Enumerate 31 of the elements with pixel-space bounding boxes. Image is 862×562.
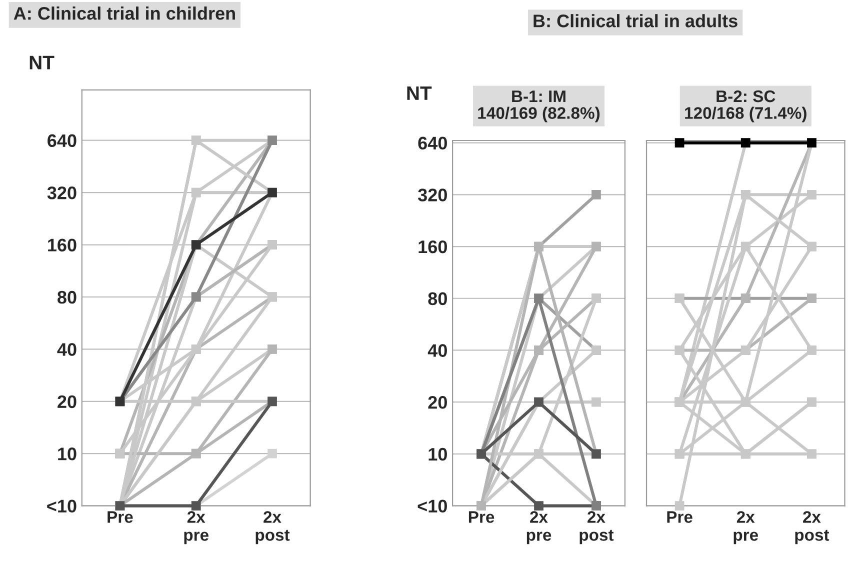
- x-tick-label: 2x post: [580, 511, 614, 544]
- chart-title: B: Clinical trial in adults: [534, 14, 738, 28]
- y-tick-label: 40: [57, 343, 76, 356]
- y-axis-title: NT: [407, 86, 432, 100]
- x-tick-label: Pre: [108, 511, 133, 523]
- y-tick-label: 160: [418, 240, 447, 254]
- x-tick-label: 2x post: [256, 511, 290, 544]
- y-axis-title: NT: [30, 56, 54, 70]
- x-tick-label: Pre: [667, 511, 692, 523]
- y-tick-label: 80: [58, 290, 76, 304]
- x-tick-label: 2x pre: [734, 511, 758, 544]
- chart-subtitle: B-2: SC 120/168 (71.4%): [685, 90, 806, 122]
- y-tick-label: 80: [428, 292, 447, 306]
- x-tick-label: 2x pre: [526, 511, 552, 544]
- chart-subtitle: B-1: IM 140/169 (82.8%): [478, 90, 600, 122]
- y-tick-label: 20: [428, 396, 447, 409]
- x-tick-label: 2x pre: [184, 511, 209, 544]
- y-tick-label: <10: [418, 500, 447, 513]
- x-tick-label: Pre: [468, 511, 494, 523]
- y-tick-label: 10: [58, 448, 76, 460]
- y-tick-label: 640: [418, 136, 447, 150]
- y-tick-label: 20: [58, 395, 76, 408]
- y-tick-label: <10: [47, 500, 76, 513]
- y-tick-label: 40: [428, 344, 447, 357]
- y-tick-label: 320: [47, 186, 76, 200]
- y-tick-label: 640: [48, 134, 76, 148]
- y-tick-label: 160: [48, 238, 76, 252]
- x-tick-label: 2x post: [795, 511, 830, 544]
- y-tick-label: 10: [428, 448, 447, 461]
- chart-title: A: Clinical trial in children: [14, 6, 235, 20]
- y-tick-label: 320: [418, 188, 447, 202]
